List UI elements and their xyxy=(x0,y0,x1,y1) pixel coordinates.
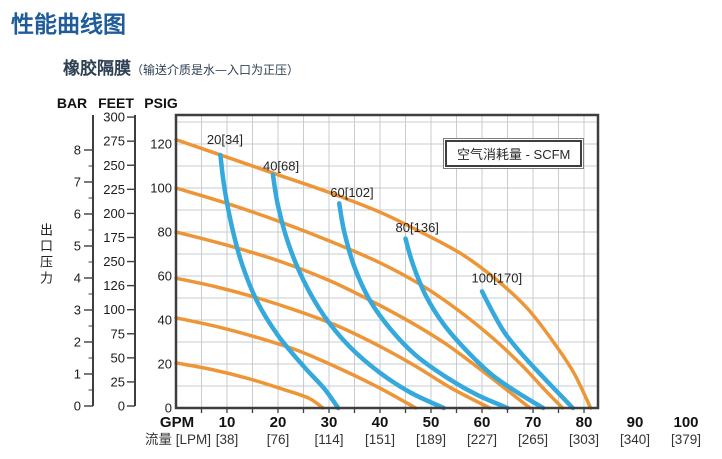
feet-tick-label: 50 xyxy=(111,350,125,365)
gpm-tick-label: 70 xyxy=(525,414,542,431)
x-axis-lpm-label: 流量 [LPM] xyxy=(145,432,211,447)
scfm-curve-label: 80[136] xyxy=(396,220,439,235)
feet-tick-label: 275 xyxy=(103,134,125,149)
scfm-curve xyxy=(479,289,576,411)
gpm-tick-label: 90 xyxy=(627,414,644,431)
legend-box: 空气消耗量 - SCFM xyxy=(443,138,585,169)
x-axis-gpm-label: GPM xyxy=(160,414,194,431)
gpm-tick-label: 80 xyxy=(576,414,593,431)
feet-tick-label: 175 xyxy=(103,230,125,245)
y-axis-title: 出口压力 xyxy=(38,223,53,287)
unit-header: FEET xyxy=(98,95,134,111)
scfm-curve-label: 20[34] xyxy=(207,132,243,147)
chart-subtitle: 橡胶隔膜（输送介质是水—入口为正压） xyxy=(63,54,299,79)
bar-tick-label: 4 xyxy=(74,271,81,286)
pressure-curve xyxy=(174,230,532,410)
lpm-tick-label: [265] xyxy=(518,432,548,447)
scfm-curve-label: 100[170] xyxy=(471,271,522,286)
unit-header: PSIG xyxy=(144,95,178,111)
feet-tick-label: 126 xyxy=(103,278,125,293)
bar-tick-label: 6 xyxy=(74,207,81,222)
lpm-tick-label: [76] xyxy=(267,432,290,447)
lpm-tick-label: [114] xyxy=(314,432,343,447)
pressure-curve xyxy=(174,361,325,410)
psig-tick-label: 100 xyxy=(150,181,172,196)
gpm-tick-label: 10 xyxy=(219,414,236,431)
gpm-tick-label: 30 xyxy=(321,414,338,431)
gpm-tick-label: 50 xyxy=(423,414,440,431)
psig-tick-label: 40 xyxy=(158,313,172,328)
bar-tick-label: 8 xyxy=(74,143,81,158)
gpm-tick-label: 60 xyxy=(474,414,491,431)
scfm-curve-label: 40[68] xyxy=(263,159,299,174)
plot-border xyxy=(174,113,600,410)
lpm-tick-label: [227] xyxy=(467,432,497,447)
unit-header: BAR xyxy=(57,95,87,111)
bar-tick-label: 5 xyxy=(74,239,81,254)
lpm-tick-label: [303] xyxy=(569,432,599,447)
pressure-curve xyxy=(174,316,418,410)
feet-tick-label: 75 xyxy=(111,326,125,341)
feet-tick-label: 250 xyxy=(103,254,125,269)
feet-tick-label: 250 xyxy=(103,158,125,173)
pressure-curve xyxy=(174,276,492,410)
bar-tick-label: 3 xyxy=(74,303,81,318)
lpm-tick-label: [340] xyxy=(620,432,650,447)
psig-tick-label: 0 xyxy=(165,401,172,416)
bar-tick-label: 0 xyxy=(74,399,81,414)
pressure-curve xyxy=(174,137,593,410)
psig-tick-label: 120 xyxy=(150,137,172,152)
scfm-curve xyxy=(336,201,510,411)
feet-tick-label: 100 xyxy=(103,302,125,317)
bar-tick-label: 1 xyxy=(74,367,81,382)
lpm-tick-label: [151] xyxy=(365,432,395,447)
feet-tick-label: 300 xyxy=(103,110,125,125)
feet-tick-label: 200 xyxy=(103,206,125,221)
scfm-curve-label: 60[102] xyxy=(330,185,373,200)
psig-tick-label: 80 xyxy=(158,225,172,240)
psig-tick-label: 60 xyxy=(158,269,172,284)
legend-label: 空气消耗量 - SCFM xyxy=(457,147,571,162)
feet-tick-label: 0 xyxy=(118,399,125,414)
lpm-tick-label: [38] xyxy=(216,432,239,447)
feet-tick-label: 225 xyxy=(103,182,125,197)
feet-tick-label: 25 xyxy=(111,374,125,389)
page-title: 性能曲线图 xyxy=(11,11,126,38)
lpm-tick-label: [189] xyxy=(416,432,446,447)
bar-tick-label: 2 xyxy=(74,335,81,350)
bar-tick-label: 7 xyxy=(74,175,81,190)
gpm-tick-label: 20 xyxy=(270,414,287,431)
subtitle-main: 橡胶隔膜 xyxy=(63,59,131,79)
scfm-curve xyxy=(403,236,546,411)
gpm-tick-label: 100 xyxy=(673,414,698,431)
legend-inner: 空气消耗量 - SCFM xyxy=(445,140,583,167)
psig-tick-label: 20 xyxy=(158,357,172,372)
gpm-tick-label: 40 xyxy=(372,414,389,431)
scfm-curve xyxy=(270,172,446,411)
scfm-curve xyxy=(218,152,341,411)
lpm-tick-label: [379] xyxy=(671,432,701,447)
subtitle-note: （输送介质是水—入口为正压） xyxy=(131,63,300,77)
